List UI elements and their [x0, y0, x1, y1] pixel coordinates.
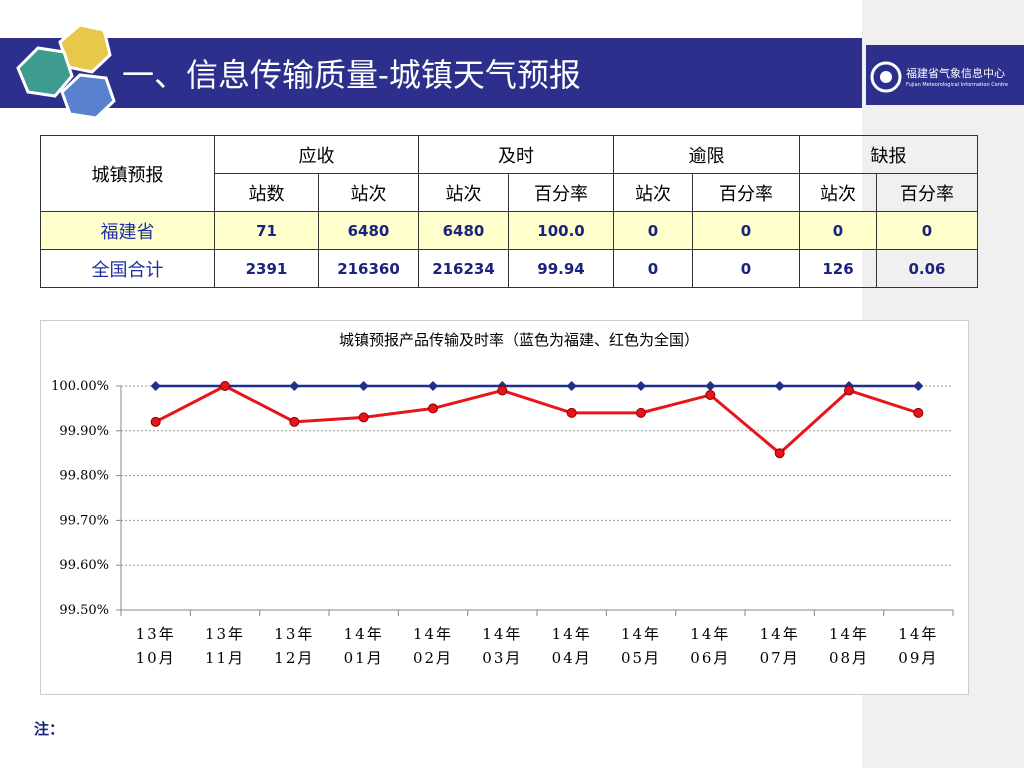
y-tick-label: 99.80% [59, 469, 109, 484]
num-cell: 0 [876, 211, 978, 250]
chart-box: 城镇预报产品传输及时率（蓝色为福建、红色为全国） 99.50% 99.60% 99.… [40, 320, 969, 695]
marker [220, 381, 230, 391]
header-row: 城镇预报 应收 及时 逾限 缺报 [40, 135, 978, 212]
num-cell: 0 [692, 211, 800, 250]
marker [705, 381, 716, 391]
num-cell: 71 [214, 211, 319, 250]
note: 注： [34, 720, 65, 738]
header-bar [0, 38, 862, 108]
header-cell: 逾限 [613, 135, 800, 174]
y-tick-label: 100.00% [51, 379, 109, 394]
chart-title: 城镇预报产品传输及时率（蓝色为福建、红色为全国） [339, 331, 699, 349]
x-tick-label: 13年 12月 [274, 625, 315, 667]
x-tick-label: 14年 06月 [690, 625, 731, 667]
header-cell: 百分率 [508, 173, 614, 212]
x-tick-label: 14年 02月 [412, 625, 454, 667]
header-cell: 百分率 [876, 173, 978, 212]
x-tick-label: 14年 05月 [620, 625, 662, 667]
header-cell: 百分率 [692, 173, 800, 212]
logo-sub: Fujian Meteorological Information Centre [906, 82, 1008, 88]
num-cell: 0 [692, 249, 800, 288]
num-cell: 2391 [214, 249, 319, 288]
header-cell: 应收 [214, 135, 419, 174]
chart: 城镇预报产品传输及时率（蓝色为福建、红色为全国） 99.50% 99.60% 99.… [51, 331, 954, 618]
header-cell: 城镇预报 [40, 135, 215, 212]
marker [566, 381, 577, 391]
num-cell: 216360 [318, 249, 419, 288]
marker [636, 381, 646, 391]
num-cell: 100.0 [508, 211, 614, 250]
data-table: 城镇预报 应收 及时 逾限 缺报 站数 站次 站次 百分率 站次 百分率 站次 百分率 福建省 71 6480… [40, 135, 978, 288]
x-tick-label: 13年 11月 [204, 625, 246, 667]
y-tick-label: 99.70% [59, 513, 109, 528]
marker [705, 389, 716, 400]
marker [844, 385, 854, 396]
num-cell: 126 [799, 249, 877, 288]
marker [913, 381, 924, 391]
name-cell: 全国合计 [40, 249, 215, 288]
num-cell: 99.94 [508, 249, 614, 288]
header-row: 站数 站次 站次 百分率 站次 百分率 站次 百分率 [41, 173, 978, 212]
marker [636, 407, 646, 418]
logo-icon [870, 61, 902, 93]
marker [358, 381, 369, 391]
x-tick-label: 14年 01月 [343, 625, 384, 667]
slide-title: 一、信息传输质量-城镇天气预报 [122, 56, 581, 94]
marker [150, 381, 161, 391]
marker [428, 403, 438, 414]
data-row: 全国合计 2391 216360 216234 99.94 0 0 126 0.06 [40, 249, 978, 288]
num-cell: 0.06 [876, 249, 978, 288]
num-cell: 0 [613, 211, 693, 250]
x-tick-label: 14年 07月 [759, 625, 800, 667]
marker [774, 381, 785, 391]
num-cell: 0 [613, 249, 693, 288]
x-tick-label: 14年 08月 [828, 625, 870, 667]
num-cell: 216234 [418, 249, 509, 288]
y-tick-label: 99.50% [59, 603, 109, 618]
y-tick-label: 99.90% [59, 424, 109, 439]
header-cell: 站次 [799, 173, 877, 212]
num-cell: 0 [799, 211, 877, 250]
marker [289, 381, 300, 391]
data-row: 福建省 71 6480 6480 100.0 0 0 0 0 [40, 211, 978, 250]
marker [497, 385, 508, 396]
marker [566, 407, 577, 418]
logo: 福建省气象信息中心 Fujian Meteorological Informat… [866, 45, 1024, 105]
y-tick-label: 99.60% [59, 558, 109, 573]
x-tick-label: 13年 10月 [135, 625, 176, 667]
header-cell: 站次 [613, 173, 693, 212]
marker [289, 416, 300, 427]
header-cell: 及时 [418, 135, 614, 174]
marker [913, 407, 924, 418]
header-cell: 站次 [418, 173, 509, 212]
x-tick-label: 14年 09月 [898, 625, 939, 667]
name-cell: 福建省 [40, 211, 215, 250]
marker [428, 381, 438, 391]
series-line [154, 384, 919, 456]
num-cell: 6480 [418, 211, 509, 250]
marker [358, 412, 369, 423]
header-cell: 站次 [318, 173, 419, 212]
marker [150, 416, 161, 427]
x-tick-label: 14年 04月 [551, 625, 592, 667]
x-tick-label: 14年 03月 [482, 625, 523, 667]
logo-name: 福建省气象信息中心 [906, 67, 1005, 80]
header-cell: 缺报 [799, 135, 978, 174]
marker [774, 448, 785, 459]
header-cell: 站数 [214, 173, 319, 212]
hexagons [16, 23, 116, 120]
num-cell: 6480 [318, 211, 419, 250]
